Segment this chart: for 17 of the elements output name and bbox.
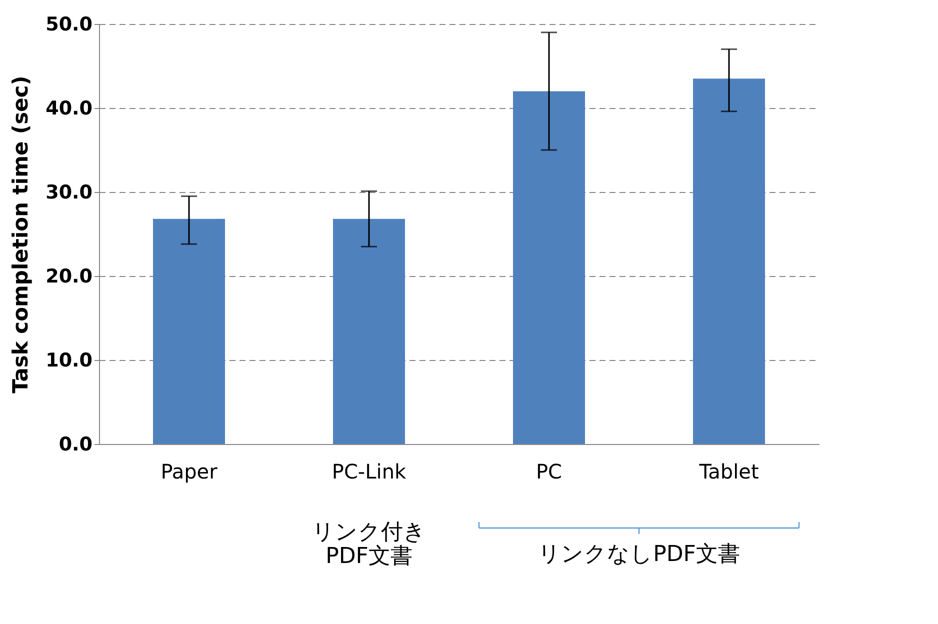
x-tick-label: Paper: [160, 460, 218, 484]
bar: [333, 218, 405, 444]
y-tick-label: 40.0: [46, 98, 92, 120]
y-tick-label: 30.0: [46, 182, 92, 204]
y-tick-label: 20.0: [46, 266, 92, 288]
text: リンク付き PDF文書: [312, 520, 426, 569]
y-axis-title: Task completion time (sec): [8, 76, 33, 394]
x-tick-label: PC: [536, 460, 562, 484]
bar: [153, 218, 225, 444]
bar: [513, 91, 585, 444]
bar: [693, 78, 765, 444]
text: リンクなしPDF文書: [538, 542, 740, 567]
y-tick-label: 0.0: [58, 434, 92, 456]
y-tick-label: 10.0: [46, 350, 92, 372]
y-tick-label: 50.0: [46, 14, 92, 36]
x-tick-label: Tablet: [698, 460, 759, 484]
x-tick-label: PC-Link: [332, 460, 407, 484]
